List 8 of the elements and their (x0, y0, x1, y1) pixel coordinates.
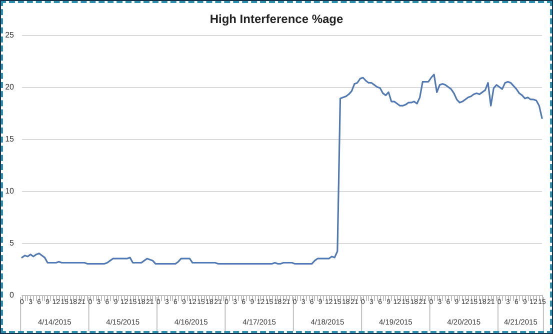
y-tick-label: 5 (10, 238, 15, 248)
y-tick-label: 0 (10, 290, 15, 300)
y-tick-label: 10 (5, 186, 15, 196)
y-tick-label: 25 (5, 30, 15, 40)
y-tick-label: 15 (5, 134, 15, 144)
y-tick-label: 20 (5, 82, 15, 92)
chart-title: High Interference %age (210, 12, 344, 26)
line-series (21, 74, 543, 265)
